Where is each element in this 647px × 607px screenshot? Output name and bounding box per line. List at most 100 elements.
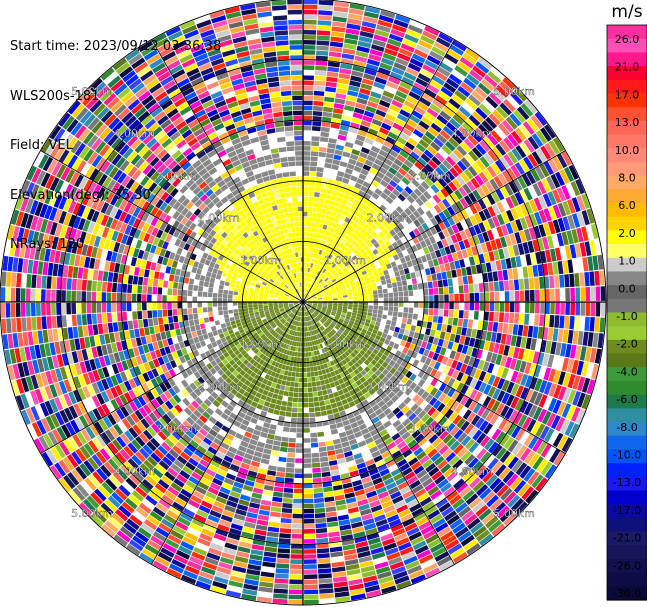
velocity-gate xyxy=(322,111,333,118)
velocity-gate xyxy=(365,280,371,285)
velocity-gate xyxy=(333,576,348,583)
velocity-gate xyxy=(389,104,401,113)
velocity-gate xyxy=(597,254,604,270)
velocity-gate xyxy=(398,509,411,518)
velocity-gate xyxy=(425,567,441,578)
velocity-gate xyxy=(342,306,348,309)
velocity-gate xyxy=(580,302,586,316)
velocity-gate xyxy=(410,443,421,453)
velocity-gate xyxy=(305,306,309,310)
velocity-gate xyxy=(450,401,460,411)
velocity-gate xyxy=(252,455,262,463)
velocity-gate xyxy=(287,345,292,351)
velocity-gate xyxy=(311,136,320,142)
velocity-gate xyxy=(326,236,332,242)
velocity-gate xyxy=(434,180,444,191)
velocity-gate xyxy=(515,372,524,385)
velocity-gate xyxy=(332,113,343,120)
velocity-gate xyxy=(490,332,497,343)
velocity-gate xyxy=(575,179,585,195)
velocity-gate xyxy=(472,235,480,246)
velocity-gate xyxy=(306,288,309,293)
velocity-gate xyxy=(303,503,314,509)
velocity-gate xyxy=(284,482,294,488)
velocity-gate xyxy=(366,188,374,196)
velocity-gate xyxy=(312,269,316,274)
velocity-gate xyxy=(329,382,336,388)
velocity-gate xyxy=(359,248,366,255)
velocity-gate xyxy=(325,440,334,446)
velocity-gate xyxy=(247,507,259,514)
velocity-gate xyxy=(318,10,333,16)
velocity-gate xyxy=(338,73,351,80)
velocity-gate xyxy=(258,306,264,309)
velocity-gate xyxy=(443,309,449,317)
velocity-gate xyxy=(374,219,381,227)
velocity-gate xyxy=(512,244,520,257)
velocity-gate xyxy=(404,255,411,262)
velocity-gate xyxy=(318,278,323,284)
velocity-gate xyxy=(292,523,303,529)
velocity-gate xyxy=(316,328,321,333)
velocity-gate xyxy=(575,408,586,424)
velocity-gate xyxy=(297,418,303,423)
velocity-gate xyxy=(437,256,444,265)
velocity-gate xyxy=(388,76,401,85)
velocity-gate xyxy=(328,344,333,350)
velocity-gate xyxy=(470,177,480,189)
velocity-gate xyxy=(553,451,565,466)
velocity-gate xyxy=(278,363,283,369)
velocity-gate xyxy=(268,465,277,471)
velocity-gate xyxy=(429,295,434,302)
velocity-gate xyxy=(104,333,111,344)
velocity-gate xyxy=(272,496,283,503)
velocity-gate xyxy=(398,302,404,307)
velocity-gate xyxy=(570,181,581,196)
velocity-gate xyxy=(500,405,510,418)
velocity-gate xyxy=(396,389,404,398)
velocity-gate xyxy=(32,331,39,345)
velocity-gate xyxy=(420,181,430,190)
velocity-gate xyxy=(449,425,460,437)
velocity-gate xyxy=(421,116,433,126)
velocity-gate xyxy=(246,512,258,519)
velocity-gate xyxy=(271,501,282,508)
velocity-gate xyxy=(293,341,297,347)
velocity-gate xyxy=(392,419,402,428)
velocity-gate xyxy=(433,204,442,214)
velocity-gate xyxy=(440,482,452,493)
velocity-gate xyxy=(393,306,399,312)
velocity-gate xyxy=(250,549,264,556)
velocity-gate xyxy=(321,466,330,473)
velocity-gate xyxy=(271,382,277,388)
velocity-gate xyxy=(223,314,229,319)
velocity-gate xyxy=(502,420,513,433)
velocity-gate xyxy=(334,316,340,320)
velocity-gate xyxy=(309,273,313,278)
velocity-gate xyxy=(293,503,303,509)
velocity-gate xyxy=(299,316,301,322)
velocity-gate xyxy=(537,352,545,365)
velocity-gate xyxy=(424,295,429,302)
velocity-gate xyxy=(501,211,510,224)
velocity-gate xyxy=(413,82,426,92)
velocity-gate xyxy=(456,482,469,494)
velocity-gate xyxy=(335,253,341,259)
velocity-gate xyxy=(291,320,295,325)
velocity-gate xyxy=(344,205,351,212)
velocity-gate xyxy=(303,125,312,131)
velocity-gate xyxy=(349,345,356,352)
velocity-gate xyxy=(454,90,468,102)
velocity-gate xyxy=(459,259,466,268)
velocity-gate xyxy=(394,118,406,127)
velocity-gate xyxy=(225,473,236,481)
velocity-gate xyxy=(600,302,606,317)
velocity-gate xyxy=(311,217,316,223)
velocity-gate xyxy=(304,589,319,595)
velocity-gate xyxy=(343,487,354,494)
velocity-gate xyxy=(357,289,363,294)
velocity-gate xyxy=(240,440,249,448)
velocity-gate xyxy=(399,328,405,335)
velocity-gate xyxy=(453,443,464,455)
velocity-gate xyxy=(371,282,377,287)
